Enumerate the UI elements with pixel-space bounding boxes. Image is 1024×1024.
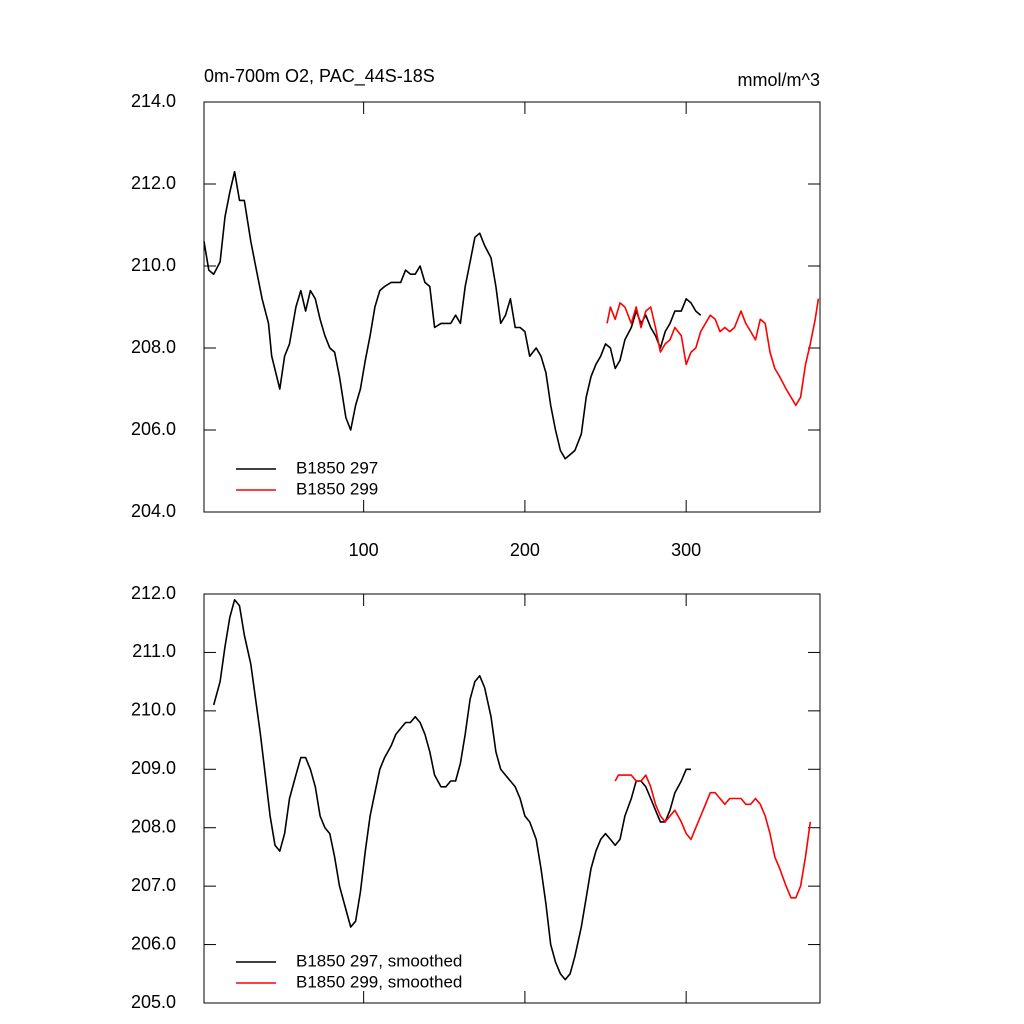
units-label: mmol/m^3 [738,70,820,90]
y-tick-label: 212.0 [131,173,176,193]
y-tick-label: 207.0 [131,875,176,895]
legend-label: B1850 299, smoothed [296,972,462,991]
y-tick-label: 210.0 [131,255,176,275]
x-tick-label: 100 [349,540,379,560]
legend-label: B1850 297 [296,458,378,477]
series-line [614,774,812,899]
plot-frame [203,101,821,513]
plot-frame [203,593,821,1004]
y-tick-label: 204.0 [131,501,176,521]
x-tick-label: 300 [671,540,701,560]
chart-title: 0m-700m O2, PAC_44S-18S [204,66,435,87]
y-tick-label: 211.0 [132,641,176,661]
legend-label: B1850 297, smoothed [296,951,462,970]
x-tick-label: 200 [510,540,540,560]
y-tick-label: 205.0 [131,992,176,1012]
y-tick-label: 212.0 [131,583,176,603]
y-tick-label: 208.0 [131,816,176,836]
y-tick-label: 210.0 [131,700,176,720]
series-line [212,599,691,981]
legend-label: B1850 299 [296,479,378,498]
series-line [606,298,820,407]
series-line [203,170,702,460]
y-tick-label: 206.0 [131,419,176,439]
y-tick-label: 208.0 [131,337,176,357]
y-tick-label: 209.0 [131,758,176,778]
y-tick-label: 214.0 [131,91,176,111]
y-tick-label: 206.0 [131,933,176,953]
